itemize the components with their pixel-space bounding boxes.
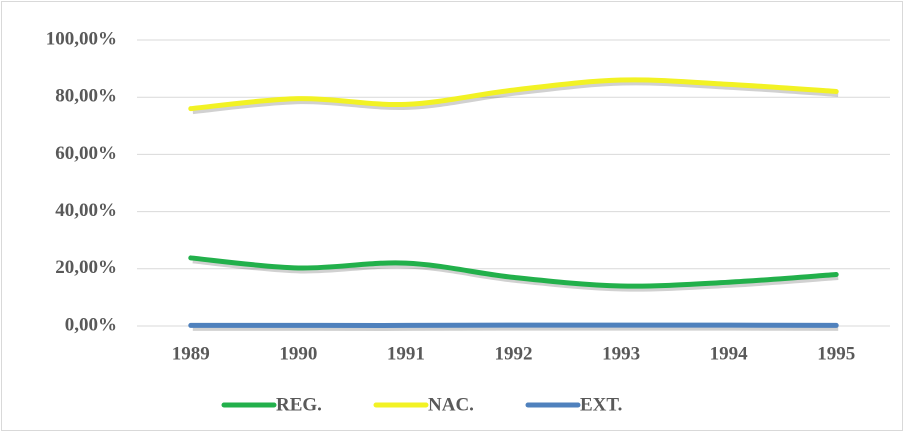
x-tick-label: 1991 <box>387 343 425 364</box>
line-shadow <box>192 80 839 115</box>
x-tick-label: 1990 <box>279 343 317 364</box>
x-tick-label: 1993 <box>602 343 640 364</box>
line-shadow <box>192 258 839 292</box>
legend-label: NAC. <box>428 394 474 415</box>
legend-label: EXT. <box>580 394 622 415</box>
y-tick-label: 100,00% <box>46 28 117 49</box>
y-tick-label: 60,00% <box>55 143 117 164</box>
legend-label: REG. <box>276 394 322 415</box>
y-tick-label: 20,00% <box>55 257 117 278</box>
y-tick-label: 80,00% <box>55 86 117 107</box>
x-tick-label: 1992 <box>495 343 533 364</box>
x-tick-label: 1994 <box>710 343 749 364</box>
y-tick-label: 40,00% <box>55 200 117 221</box>
x-tick-label: 1989 <box>172 343 210 364</box>
x-tick-label: 1995 <box>817 343 855 364</box>
series-line <box>188 255 839 289</box>
series-line <box>188 77 839 112</box>
y-tick-label: 0,00% <box>65 314 117 335</box>
